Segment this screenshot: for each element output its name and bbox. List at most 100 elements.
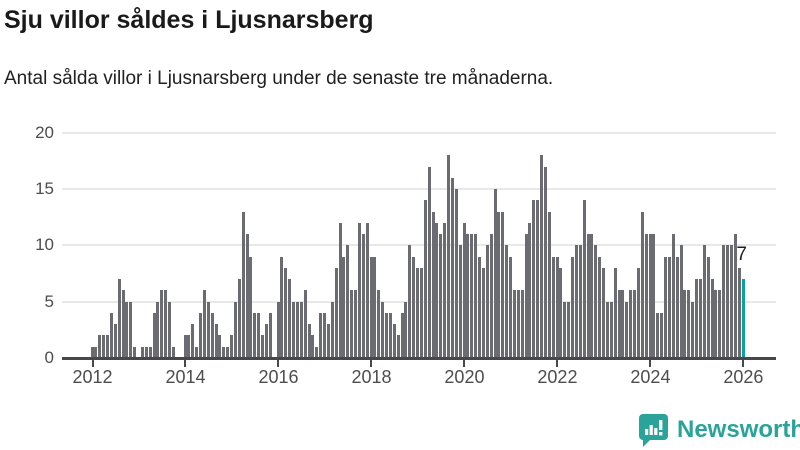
bar — [257, 312, 261, 358]
bar — [683, 290, 687, 358]
bar — [396, 335, 400, 358]
x-axis-tick — [184, 360, 187, 367]
bar — [543, 166, 547, 358]
x-axis-label: 2020 — [444, 367, 485, 387]
bar — [602, 267, 606, 358]
bar — [230, 335, 234, 358]
bar — [125, 301, 129, 358]
bar — [536, 200, 540, 358]
bar — [171, 346, 175, 358]
bar — [466, 234, 470, 358]
bar — [706, 256, 710, 358]
bar — [202, 290, 206, 358]
bar — [675, 256, 679, 358]
bar — [737, 267, 741, 358]
bar — [419, 267, 423, 358]
gridline-15 — [62, 188, 776, 191]
bar — [613, 267, 617, 358]
bar — [404, 301, 408, 358]
bar — [671, 234, 675, 358]
bar — [652, 234, 656, 358]
x-axis-label: 2018 — [351, 367, 392, 387]
bar — [733, 234, 737, 358]
bar — [481, 267, 485, 358]
bar — [729, 245, 733, 358]
bar — [346, 245, 350, 358]
bar — [241, 211, 245, 358]
bar — [423, 200, 427, 358]
bar — [512, 290, 516, 358]
x-axis-tick — [277, 360, 280, 367]
bar — [307, 324, 311, 358]
bar — [280, 256, 284, 358]
bar — [400, 312, 404, 358]
bar — [698, 279, 702, 358]
bar — [501, 211, 505, 358]
bar — [245, 234, 249, 358]
bar — [392, 324, 396, 358]
bar — [152, 312, 156, 358]
bar — [458, 245, 462, 358]
bar — [489, 234, 493, 358]
bar — [617, 290, 621, 358]
bar — [168, 301, 172, 358]
bar — [726, 245, 730, 358]
bar — [629, 290, 633, 358]
x-axis-label: 2024 — [630, 367, 671, 387]
bar — [640, 211, 644, 358]
bar — [311, 335, 315, 358]
bar — [412, 256, 416, 358]
bar — [644, 234, 648, 358]
bar — [222, 346, 226, 358]
bar — [90, 346, 94, 358]
bar — [160, 290, 164, 358]
bar — [133, 346, 137, 358]
bar — [582, 200, 586, 358]
bar — [636, 267, 640, 358]
bar — [621, 290, 625, 358]
bar — [563, 301, 567, 358]
bar — [292, 301, 296, 358]
bar — [210, 312, 214, 358]
x-axis-label: 2014 — [165, 367, 206, 387]
bar — [648, 234, 652, 358]
bar — [687, 290, 691, 358]
bar — [214, 324, 218, 358]
bar — [381, 301, 385, 358]
bar — [164, 290, 168, 358]
bar — [443, 222, 447, 358]
bar — [478, 256, 482, 358]
bar — [98, 335, 102, 358]
bar — [319, 312, 323, 358]
bar — [540, 155, 544, 358]
bar — [702, 245, 706, 358]
bar — [656, 312, 660, 358]
bar — [276, 301, 280, 358]
bar — [233, 301, 237, 358]
newsworthy-wordmark: Newsworthy — [677, 416, 800, 443]
bar — [187, 335, 191, 358]
bar — [594, 245, 598, 358]
bar — [357, 222, 361, 358]
bar — [113, 324, 117, 358]
x-axis-tick — [649, 360, 652, 367]
bar — [117, 279, 121, 358]
bar — [524, 234, 528, 358]
bar — [408, 245, 412, 358]
bar — [454, 189, 458, 358]
bar — [354, 290, 358, 358]
bar — [462, 222, 466, 358]
bar — [559, 267, 563, 358]
bar — [148, 346, 152, 358]
bar — [571, 256, 575, 358]
bar — [385, 312, 389, 358]
bar — [199, 312, 203, 358]
bar — [427, 166, 431, 358]
bar — [609, 301, 613, 358]
bar — [528, 222, 532, 358]
x-axis-tick — [91, 360, 94, 367]
bar — [509, 256, 513, 358]
bar — [377, 290, 381, 358]
bar — [315, 346, 319, 358]
highlighted-bar — [741, 279, 745, 358]
